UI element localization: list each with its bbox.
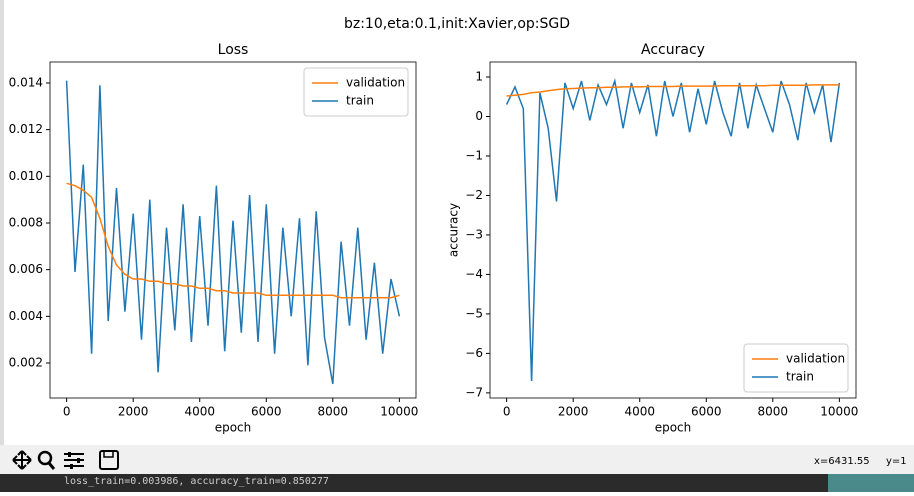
x-coordinate: x=6431.55 — [814, 456, 870, 467]
x-tick-label: 2000 — [118, 405, 149, 419]
y-tick-label: −1 — [465, 148, 483, 162]
y-tick-label: −3 — [465, 227, 483, 241]
x-tick-label: 4000 — [184, 405, 215, 419]
x-tick-label: 0 — [503, 405, 511, 419]
series-line — [506, 84, 840, 97]
y-tick-label: 1 — [475, 70, 483, 84]
y-tick-label: −5 — [465, 306, 483, 320]
x-tick-label: 8000 — [318, 405, 349, 419]
plot-frame — [49, 61, 417, 399]
chart-title: Loss — [218, 42, 249, 58]
y-tick-label: 0.004 — [9, 309, 43, 323]
x-tick-label: 0 — [63, 405, 71, 419]
console-panel — [828, 474, 914, 492]
legend-label: validation — [346, 76, 405, 90]
series-line — [66, 182, 400, 299]
save-button[interactable] — [99, 450, 119, 470]
legend-box — [743, 343, 849, 393]
y-tick-label: −2 — [465, 188, 483, 202]
window-edge — [0, 0, 4, 445]
y-tick-label: 0.012 — [9, 122, 43, 136]
y-tick-label: −6 — [465, 346, 483, 360]
y-tick-label: −7 — [465, 385, 483, 399]
legend-label: train — [346, 94, 374, 108]
configure-button[interactable] — [64, 452, 84, 469]
zoom-button[interactable] — [37, 450, 56, 470]
y-tick-label: 0.010 — [9, 169, 43, 183]
x-tick-label: 10000 — [380, 405, 418, 419]
plot-frame — [489, 61, 857, 399]
suptitle: bz:10,eta:0.1,init:Xavier,op:SGD — [344, 16, 570, 32]
y-axis-label: accuracy — [447, 203, 461, 257]
toolbar — [0, 445, 914, 474]
y-tick-label: 0.002 — [9, 356, 43, 370]
x-tick-label: 2000 — [558, 405, 589, 419]
x-tick-label: 4000 — [624, 405, 655, 419]
x-tick-label: 8000 — [758, 405, 789, 419]
y-tick-label: 0.014 — [9, 76, 43, 90]
x-tick-label: 6000 — [691, 405, 722, 419]
chart-title: Accuracy — [641, 42, 705, 58]
console-bar — [0, 474, 914, 492]
y-tick-label: 0 — [475, 109, 483, 123]
x-tick-label: 10000 — [820, 405, 858, 419]
console-output: loss_train=0.003986, accuracy_train=0.85… — [64, 476, 329, 487]
series-line — [505, 78, 841, 382]
x-tick-label: 6000 — [251, 405, 282, 419]
pan-button[interactable] — [12, 450, 32, 470]
y-tick-label: −4 — [465, 267, 483, 281]
y-tick-label: 0.008 — [9, 216, 43, 230]
legend-box — [303, 67, 409, 117]
legend-label: validation — [786, 352, 845, 366]
legend-label: train — [786, 370, 814, 384]
x-axis-label: epoch — [655, 421, 692, 435]
y-tick-label: 0.006 — [9, 262, 43, 276]
y-coordinate: y=1 — [886, 456, 907, 467]
x-axis-label: epoch — [215, 421, 252, 435]
